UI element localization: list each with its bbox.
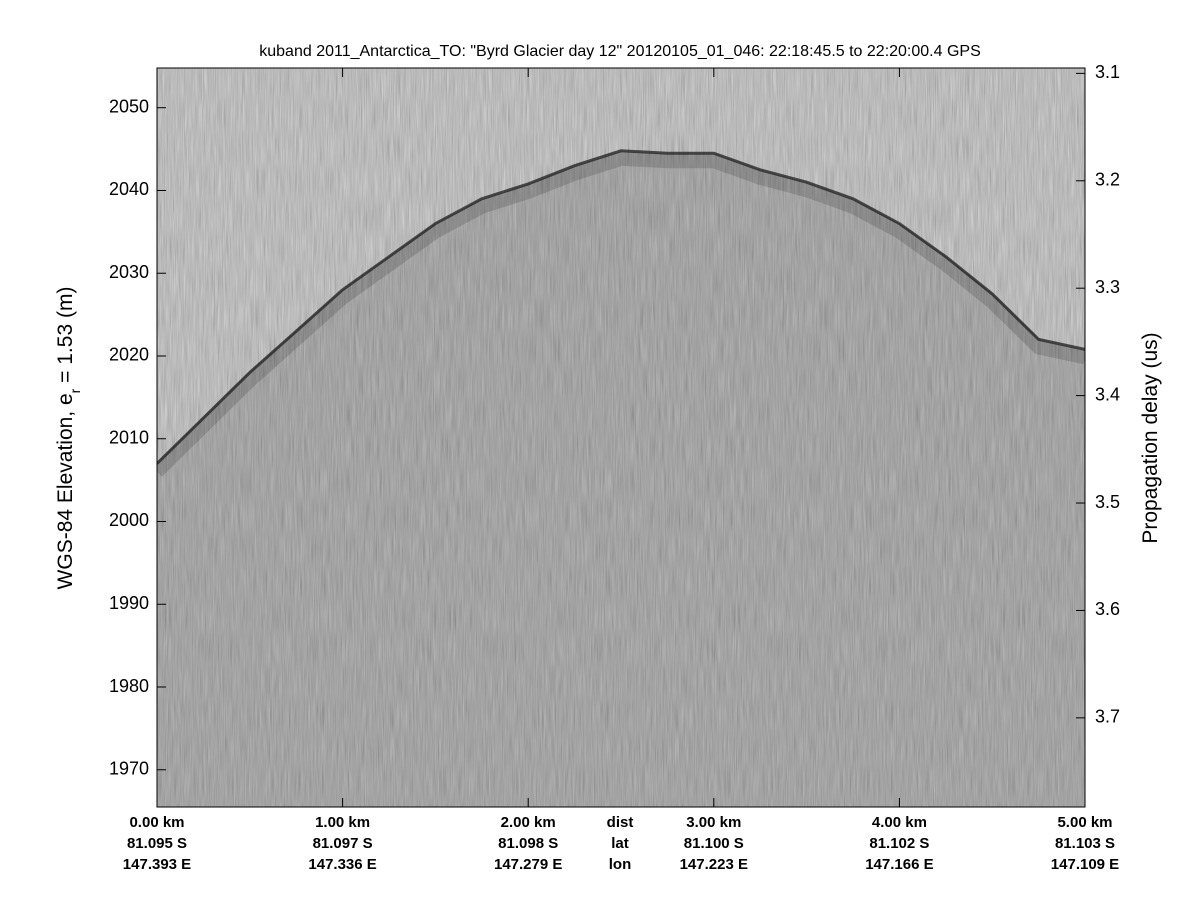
y-tick-label: 2020 (109, 345, 149, 365)
y-tick-label: 2040 (109, 179, 149, 199)
x-tick-lon: 147.223 E (680, 856, 748, 873)
x-tick-lon: 147.109 E (1051, 856, 1119, 873)
subsurface-area (157, 150, 1085, 807)
y-tick-label: 2010 (109, 427, 149, 447)
y2-tick-label: 3.4 (1095, 384, 1120, 404)
y-label-rest: = 1.53 (m) (54, 287, 77, 389)
y-tick-label: 2000 (109, 510, 149, 530)
x-tick-label: 3.00 km (686, 814, 741, 831)
y2-tick-label: 3.5 (1095, 492, 1120, 512)
y-axis-label: WGS-84 Elevation, er = 1.53 (m) (54, 287, 83, 590)
surface-line (157, 149, 1085, 465)
y2-tick-label: 3.7 (1095, 707, 1120, 727)
x-tick-lon: 147.336 E (308, 856, 376, 873)
y2-tick-label: 3.6 (1095, 599, 1120, 619)
x-tick-lat: 81.095 S (127, 835, 187, 852)
y-tick-label: 1970 (109, 759, 149, 779)
x-tick-lat: 81.100 S (684, 835, 744, 852)
y-tick-label: 2030 (109, 262, 149, 282)
y2-axis-label: Propagation delay (us) (1139, 332, 1162, 543)
x-tick-lat: 81.103 S (1055, 835, 1115, 852)
row-label: lon (609, 856, 632, 873)
surface-shadow (157, 151, 1085, 477)
x-tick-lat: 81.102 S (869, 835, 929, 852)
row-label: dist (607, 814, 634, 831)
y-tick-label: 2050 (109, 96, 149, 116)
plot-frame (156, 67, 1086, 808)
y-tick-label: 1990 (109, 593, 149, 613)
x-tick-label: 1.00 km (315, 814, 370, 831)
row-label: lat (611, 835, 629, 852)
x-tick-lat: 81.098 S (498, 835, 558, 852)
x-tick-label: 4.00 km (872, 814, 927, 831)
x-tick-label: 2.00 km (501, 814, 556, 831)
y2-tick-label: 3.2 (1095, 170, 1120, 190)
x-tick-lon: 147.279 E (494, 856, 562, 873)
y2-tick-label: 3.3 (1095, 277, 1120, 297)
y-label-text: WGS-84 Elevation, e (54, 393, 77, 589)
y-tick-label: 1980 (109, 676, 149, 696)
x-tick-lon: 147.166 E (865, 856, 933, 873)
y2-tick-label: 3.1 (1095, 62, 1120, 82)
x-tick-label: 5.00 km (1057, 814, 1112, 831)
x-tick-label: 0.00 km (129, 814, 184, 831)
x-tick-lon: 147.393 E (123, 856, 191, 873)
chart-title: kuband 2011_Antarctica_TO: "Byrd Glacier… (259, 43, 981, 60)
x-tick-lat: 81.097 S (313, 835, 373, 852)
y-label-sub: r (67, 388, 83, 393)
radar-noise (157, 68, 1085, 807)
